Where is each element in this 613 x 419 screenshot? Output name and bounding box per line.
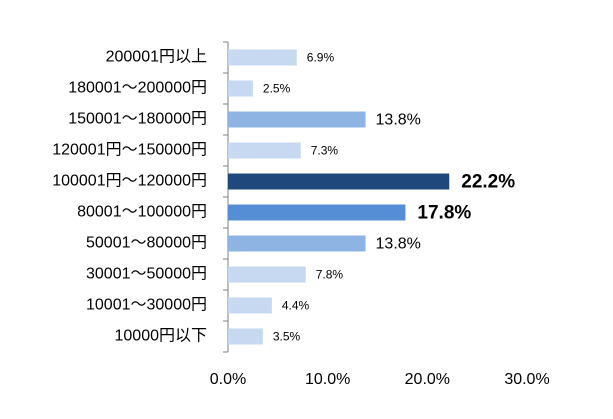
y-tick-label: 120001円～150000円 <box>52 142 207 159</box>
value-label: 2.5% <box>263 82 291 96</box>
x-tick-label: 30.0% <box>504 371 549 388</box>
y-tick-label: 10001～30000円 <box>86 297 207 314</box>
y-tick-label: 150001～180000円 <box>68 111 207 128</box>
y-tick-label: 200001円以上 <box>106 48 207 66</box>
y-tick-label: 180001～200000円 <box>68 80 207 97</box>
y-tick-label: 100001円～120000円 <box>52 173 207 190</box>
x-tick-label: 20.0% <box>405 371 450 388</box>
y-tick-label: 10000円以下 <box>115 328 208 345</box>
value-label: 7.8% <box>316 268 344 282</box>
bar <box>228 142 301 159</box>
bar <box>228 80 253 97</box>
bar <box>228 111 366 128</box>
value-label: 7.3% <box>311 144 339 158</box>
value-label: 6.9% <box>307 51 335 65</box>
value-label: 3.5% <box>273 330 301 344</box>
value-label: 13.8% <box>376 236 421 253</box>
bar <box>228 266 306 283</box>
bar <box>228 297 272 314</box>
bar <box>228 328 263 345</box>
bar <box>228 173 450 190</box>
y-tick-label: 80001～100000円 <box>77 204 207 221</box>
y-tick-label: 30001～50000円 <box>86 266 207 283</box>
bar <box>228 235 366 252</box>
value-label: 22.2% <box>461 172 515 193</box>
y-tick-label: 50001～80000円 <box>86 235 207 252</box>
bar <box>228 49 297 66</box>
x-tick-label: 0.0% <box>210 371 246 388</box>
x-tick-label: 10.0% <box>305 371 350 388</box>
value-label: 4.4% <box>282 299 310 313</box>
value-label: 13.8% <box>376 112 421 129</box>
value-label: 17.8% <box>417 203 471 224</box>
bar <box>228 204 406 221</box>
